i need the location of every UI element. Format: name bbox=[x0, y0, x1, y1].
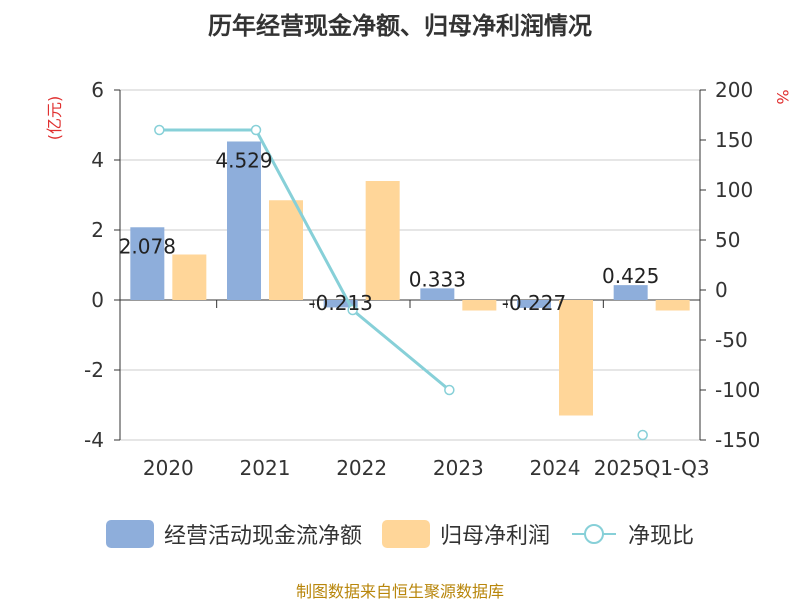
right-tick-label: -50 bbox=[715, 328, 748, 352]
right-tick-label: 100 bbox=[715, 178, 753, 202]
right-axis-unit: % bbox=[773, 89, 792, 104]
legend-item-ratio[interactable]: 净现比 bbox=[570, 518, 694, 550]
profit-bar bbox=[559, 300, 593, 416]
ratio-point bbox=[154, 124, 165, 136]
category-label: 2022 bbox=[336, 456, 387, 480]
category-label: 2023 bbox=[433, 456, 484, 480]
ratio-point bbox=[347, 304, 358, 316]
cashflow-data-label: -0.227 bbox=[502, 291, 566, 315]
axes: 6 4 2 0 -2 -4 200 150 100 50 0 -50 -100 -150 (亿元) % 2020… bbox=[45, 78, 792, 480]
right-tick-label: -100 bbox=[715, 378, 760, 402]
chart-svg: 6 4 2 0 -2 -4 200 150 100 50 0 -50 -100 -150 (亿元) % 2020… bbox=[45, 78, 792, 480]
category-label: 2025Q1-Q3 bbox=[594, 456, 710, 480]
legend-swatch-cashflow bbox=[105, 520, 154, 548]
cashflow-data-label: 2.078 bbox=[119, 234, 176, 258]
profit-bar bbox=[655, 300, 690, 311]
source-note: 制图数据来自恒生聚源数据库 bbox=[295, 582, 504, 601]
right-tick-label: 150 bbox=[715, 128, 753, 152]
ratio-point bbox=[444, 384, 455, 396]
legend-label-ratio: 净现比 bbox=[628, 524, 695, 549]
left-tick-label: 4 bbox=[91, 148, 104, 172]
ratio-line bbox=[154, 124, 648, 441]
left-tick-label: 2 bbox=[91, 218, 104, 242]
legend-line-icon bbox=[572, 524, 616, 544]
data-labels: 2.078 4.529 -0.213 0.333 -0.227 0.425 bbox=[119, 148, 660, 315]
legend: 经营活动现金流净额 归母净利润 净现比 bbox=[0, 518, 800, 550]
right-tick-label: 0 bbox=[715, 278, 728, 302]
cashflow-bar bbox=[323, 300, 358, 308]
chart-title: 历年经营现金净额、归母净利润情况 bbox=[208, 12, 592, 40]
right-tick-label: 50 bbox=[715, 228, 740, 252]
legend-label-cashflow: 经营活动现金流净额 bbox=[163, 524, 362, 549]
cashflow-bar bbox=[130, 227, 165, 300]
category-label: 2021 bbox=[240, 456, 291, 480]
left-tick-label: -2 bbox=[84, 358, 104, 382]
category-label: 2024 bbox=[530, 456, 581, 480]
cashflow-data-label: 4.529 bbox=[215, 148, 272, 172]
left-tick-label: 6 bbox=[91, 78, 104, 102]
cashflow-bar bbox=[227, 141, 261, 300]
ratio-line-segment bbox=[159, 128, 451, 392]
bars bbox=[130, 141, 690, 416]
cashflow-bar bbox=[517, 300, 551, 308]
profit-bar bbox=[365, 181, 400, 300]
cashflow-data-label: 0.425 bbox=[602, 264, 659, 288]
cashflow-data-label: -0.213 bbox=[308, 291, 372, 315]
profit-bar bbox=[269, 200, 303, 300]
legend-swatch-profit bbox=[381, 520, 430, 548]
legend-item-cashflow[interactable]: 经营活动现金流净额 bbox=[105, 518, 362, 550]
left-axis-unit: (亿元) bbox=[45, 96, 64, 141]
legend-item-profit[interactable]: 归母净利润 bbox=[381, 518, 550, 550]
category-label: 2020 bbox=[143, 456, 194, 480]
ratio-point bbox=[637, 429, 648, 441]
cashflow-bar bbox=[420, 288, 455, 300]
right-tick-label: 200 bbox=[715, 78, 753, 102]
left-tick-label: -4 bbox=[84, 428, 104, 452]
right-tick-label: -150 bbox=[715, 428, 760, 452]
cashflow-data-label: 0.333 bbox=[409, 267, 466, 291]
cashflow-bar bbox=[613, 285, 648, 300]
profit-bar bbox=[172, 254, 207, 300]
ratio-point bbox=[250, 124, 262, 136]
left-tick-label: 0 bbox=[91, 288, 104, 312]
legend-label-profit: 归母净利润 bbox=[439, 524, 550, 549]
profit-bar bbox=[462, 300, 497, 311]
